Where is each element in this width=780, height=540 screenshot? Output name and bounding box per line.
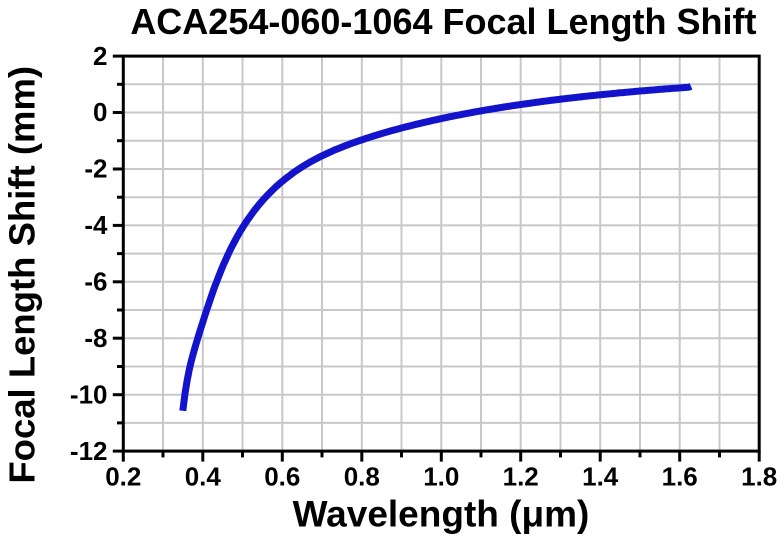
svg-text:0: 0	[93, 97, 107, 127]
svg-text:-6: -6	[84, 267, 107, 297]
svg-text:1.4: 1.4	[582, 462, 619, 492]
svg-text:0.2: 0.2	[105, 462, 141, 492]
svg-text:1.6: 1.6	[662, 462, 698, 492]
svg-text:0.6: 0.6	[264, 462, 300, 492]
svg-text:1.8: 1.8	[741, 462, 777, 492]
svg-text:-8: -8	[84, 323, 107, 353]
svg-text:0.8: 0.8	[344, 462, 380, 492]
svg-text:1.0: 1.0	[423, 462, 459, 492]
svg-text:-10: -10	[70, 379, 108, 409]
svg-text:-4: -4	[84, 210, 108, 240]
svg-text:-12: -12	[70, 436, 108, 466]
svg-text:Wavelength (μm): Wavelength (μm)	[293, 493, 590, 534]
svg-text:ACA254-060-1064 Focal Length S: ACA254-060-1064 Focal Length Shift	[130, 1, 756, 42]
svg-text:0.4: 0.4	[185, 462, 222, 492]
svg-text:2: 2	[93, 41, 107, 71]
svg-text:1.2: 1.2	[503, 462, 539, 492]
svg-text:-2: -2	[84, 154, 107, 184]
svg-text:Focal Length Shift (mm): Focal Length Shift (mm)	[2, 66, 43, 484]
